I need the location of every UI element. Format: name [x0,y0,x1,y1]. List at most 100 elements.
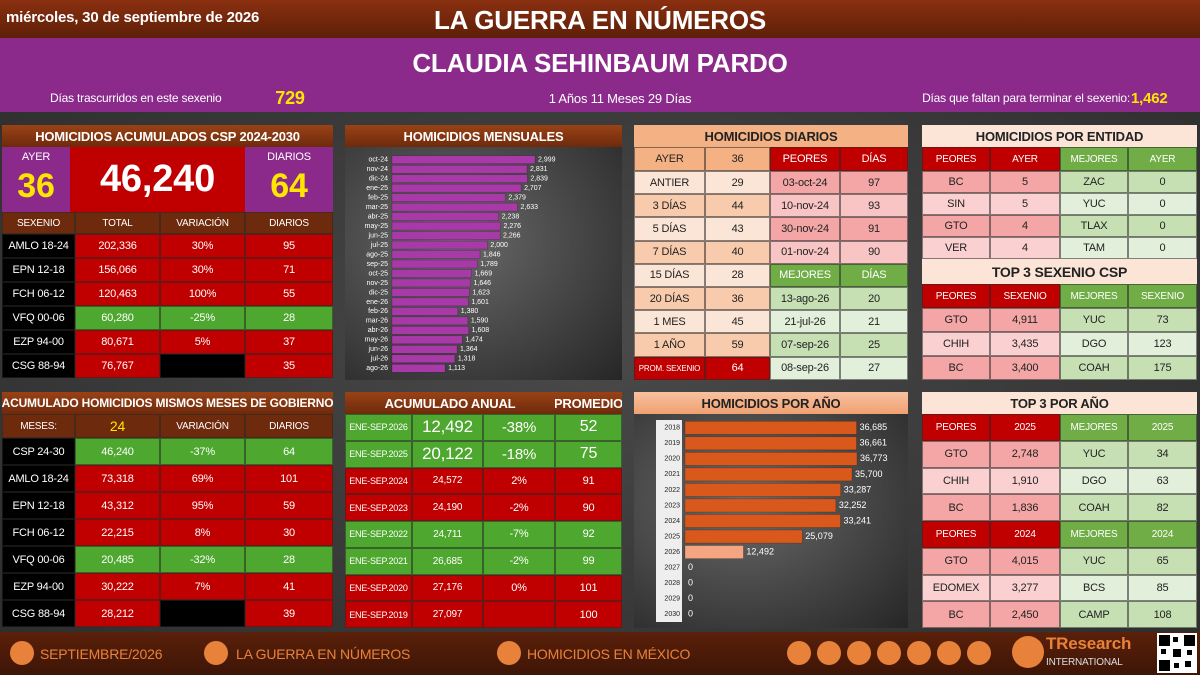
panel-title: ACUMULADO ANUAL [345,392,555,414]
label-strip [656,420,682,622]
category-label: 2027 [664,564,680,571]
category-label: 2029 [664,596,680,603]
table-cell: 30% [160,234,245,258]
category-label: 2026 [664,549,680,556]
category-label: jul-26 [370,356,388,363]
icon[interactable] [967,641,991,665]
value-label: 1,474 [465,337,483,344]
qr-block [1159,660,1170,671]
bar [391,307,459,316]
table-cell: 28 [245,306,333,330]
bar [684,483,841,497]
icon[interactable] [787,641,811,665]
table-cell: 82 [1128,494,1197,521]
table-cell: 8% [160,519,245,546]
table-cell: AMLO 18-24 [2,234,75,258]
icon[interactable] [907,641,931,665]
bar [391,297,469,307]
footer-text: LA GUERRA EN NÚMEROS [236,645,411,662]
bar [391,364,446,373]
column-header: VARIACIÓN [160,212,245,234]
bar [684,545,744,559]
bar [391,354,456,364]
bar [391,278,471,288]
value-label: 1,113 [448,365,465,372]
table-cell: EZP 94-00 [2,330,75,354]
bar [391,345,458,354]
table-cell: 92 [555,521,622,548]
table-cell: YUC [1060,547,1128,575]
table-cell: -2% [483,494,555,521]
panel-title: TOP 3 POR AÑO [922,392,1197,414]
table-cell: 5 [990,193,1060,215]
icon[interactable] [847,641,871,665]
icon[interactable] [937,641,961,665]
table-cell: 44 [705,194,770,218]
table-cell: CSG 88-94 [2,600,75,627]
table-cell: BCS [1060,574,1128,602]
table-cell: 3,435 [990,332,1060,356]
table-cell: YUC [1060,193,1128,215]
table-cell: 0 [1128,171,1197,193]
column-header: DIARIOS [245,414,333,438]
logo: TResearch [1046,634,1132,653]
table-cell: ENE-SEP.2026 [345,414,412,441]
table-cell: CAMP [1060,601,1128,628]
bar [391,316,469,326]
table-cell: 156,066 [75,258,160,282]
category-label: 2028 [664,580,680,587]
value-label: 0 [688,609,693,619]
table-cell: 30% [160,258,245,282]
column-header: SEXENIO [2,212,75,234]
table-cell: 3,277 [990,574,1060,602]
column-header: MEJORES [1060,414,1128,441]
table-cell: SIN [922,193,990,215]
value-label: 2,379 [508,194,526,201]
table-cell: 90 [840,240,908,264]
table-cell: 76,767 [75,354,160,378]
table-cell: 35 [245,354,333,378]
value-label: 2,238 [502,213,520,220]
value-label: 12,492 [746,546,774,556]
table-cell: 55 [245,282,333,306]
president-name: CLAUDIA SEHINBAUM PARDO [412,47,788,78]
icon[interactable] [877,641,901,665]
bar [391,231,501,240]
category-label: 2018 [664,425,680,432]
logo-sub: INTERNATIONAL [1046,656,1123,668]
table-cell: GTO [922,215,990,237]
category-label: oct-25 [369,270,389,277]
table-cell: EDOMEX [922,574,990,602]
table-cell: 26,685 [412,547,483,575]
duration: 1 Años 11 Meses 29 Días [548,90,692,106]
date: miércoles, 30 de septiembre de 2026 [6,8,260,26]
table-cell: 30 [245,519,333,546]
table-cell: FCH 06-12 [2,519,75,546]
table-cell: -32% [160,546,245,573]
table-cell: ZAC [1060,171,1128,193]
table-cell: BC [922,171,990,193]
category-label: sep-25 [367,261,389,268]
table-cell: AMLO 18-24 [2,465,75,492]
table-cell: 95% [160,492,245,519]
table-cell: 4 [990,215,1060,237]
table-cell: CHIH [922,332,990,356]
value-label: 1,590 [471,318,489,325]
value-label: 1,601 [471,299,489,306]
footer-text: HOMICIDIOS EN MÉXICO [527,645,691,662]
category-label: dic-25 [369,289,388,296]
table-cell: 30,222 [75,573,160,600]
icon[interactable] [817,641,841,665]
bar [391,259,478,269]
category-label: 2030 [664,611,680,618]
table-cell: 43,312 [75,492,160,519]
kpi-value: 36 [17,166,55,205]
value-label: 2,266 [503,232,521,239]
bar [391,250,481,259]
table-cell: 20 DÍAS [634,287,705,311]
table-cell: EPN 12-18 [2,492,75,519]
category-label: 2019 [664,440,680,447]
category-label: 2025 [664,533,680,540]
value-label: 2,831 [530,166,548,173]
